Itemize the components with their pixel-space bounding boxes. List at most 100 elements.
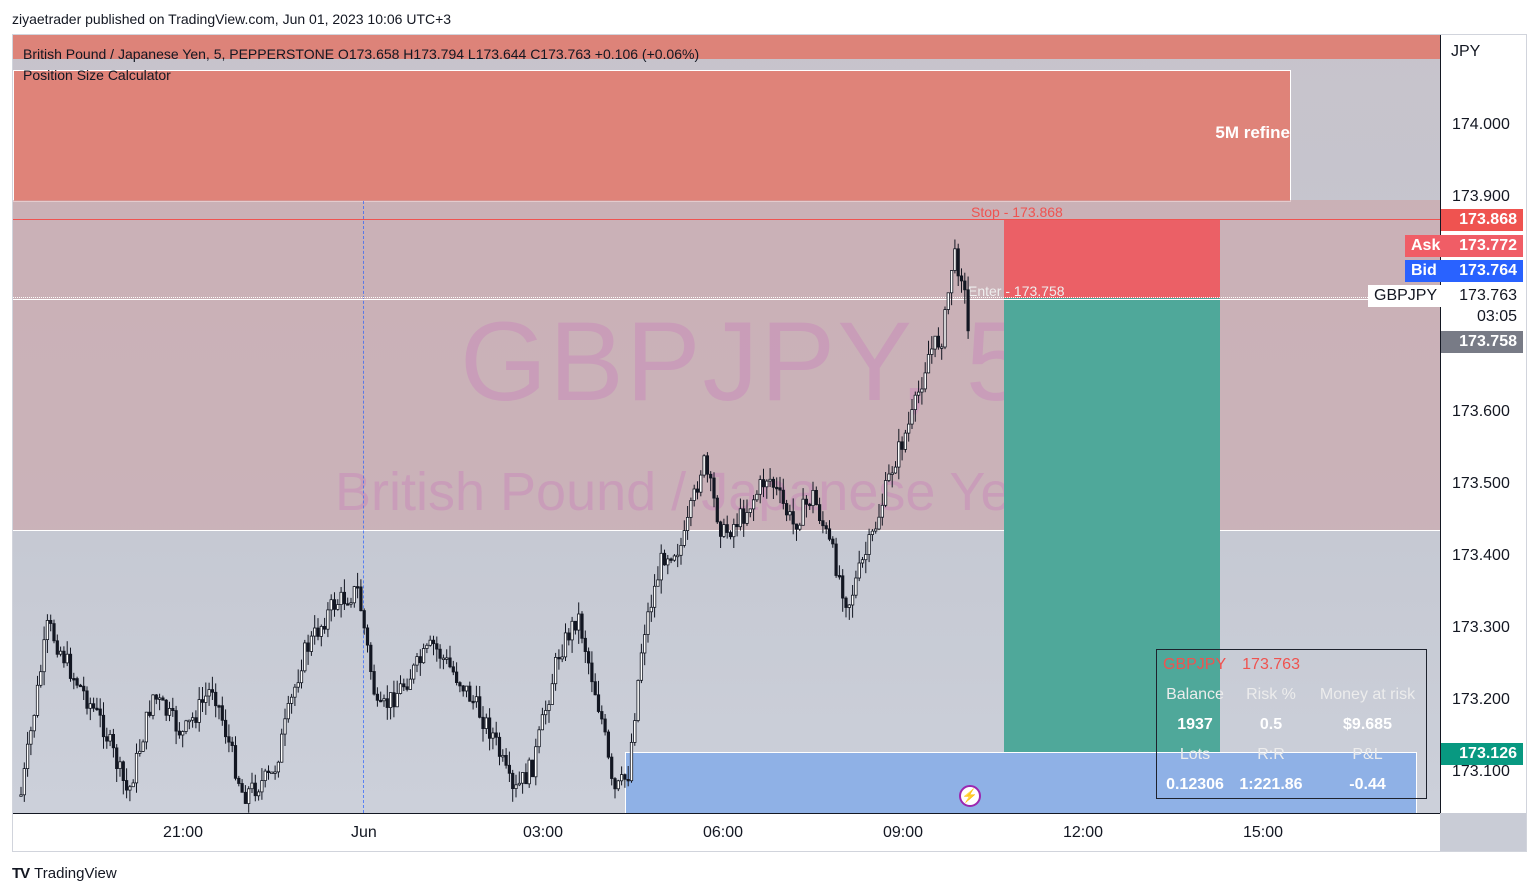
- candle: [458, 681, 462, 693]
- candle-body: [920, 388, 924, 393]
- stop-loss-box[interactable]: [1004, 219, 1220, 298]
- candle: [742, 499, 746, 537]
- candle-body: [933, 335, 937, 350]
- candle: [917, 380, 921, 404]
- supply-zone-top[interactable]: [13, 35, 1440, 59]
- candle-body: [926, 354, 931, 374]
- candle-body: [903, 432, 908, 450]
- candle: [587, 647, 591, 675]
- candle-body: [375, 693, 380, 701]
- refine-zone[interactable]: [13, 70, 1291, 202]
- candle: [775, 477, 779, 496]
- candle: [890, 466, 894, 488]
- candle-body: [270, 771, 274, 774]
- candle-body: [870, 530, 875, 536]
- candle-body: [237, 777, 241, 784]
- candle: [220, 696, 224, 726]
- time-axis[interactable]: 21:00 Jun 03:00 06:00 09:00 12:00 15:00: [13, 813, 1440, 851]
- candle-body: [563, 632, 568, 658]
- candle: [35, 675, 40, 718]
- candle: [880, 493, 884, 526]
- candle-body: [752, 499, 756, 510]
- candle: [375, 687, 380, 707]
- candle-body: [765, 480, 769, 488]
- candle-body: [907, 423, 911, 434]
- candle-body: [177, 730, 181, 736]
- candle-body: [676, 554, 680, 558]
- candle: [656, 566, 660, 587]
- price-tick: 173.600: [1452, 403, 1510, 420]
- candle-body: [910, 409, 914, 425]
- candle-body: [666, 558, 670, 566]
- entry-line[interactable]: [13, 297, 1440, 298]
- candle-body: [200, 699, 205, 703]
- candle-body: [834, 543, 838, 576]
- time-tick: 06:00: [703, 824, 744, 841]
- candle-body: [435, 643, 439, 650]
- candle: [732, 518, 736, 548]
- candle-body: [851, 594, 855, 606]
- candle-body: [547, 704, 551, 711]
- candle: [600, 705, 604, 725]
- chart-frame[interactable]: 5M refine GBPJPY, 5 British Pound / Japa…: [12, 34, 1527, 852]
- candle-body: [646, 611, 650, 635]
- candle: [719, 520, 723, 548]
- candle: [577, 602, 581, 644]
- candle: [926, 340, 931, 374]
- candle: [646, 602, 650, 643]
- stop-line[interactable]: [13, 219, 1440, 220]
- candle-body: [679, 544, 683, 556]
- candle: [336, 599, 340, 611]
- candle: [385, 685, 389, 720]
- candle: [181, 730, 185, 748]
- take-profit-box[interactable]: [1004, 298, 1220, 756]
- candle: [75, 676, 79, 689]
- candle: [659, 544, 663, 594]
- candle: [223, 709, 228, 744]
- candle-body: [577, 613, 581, 631]
- candle-body: [266, 770, 271, 773]
- candle-body: [583, 637, 587, 652]
- candle-body: [461, 685, 465, 692]
- candle: [461, 685, 465, 697]
- candle-body: [841, 575, 845, 599]
- chart-plot-area[interactable]: 5M refine GBPJPY, 5 British Pound / Japa…: [13, 35, 1440, 813]
- candle-body: [392, 692, 396, 708]
- candle: [705, 452, 710, 483]
- candlestick-series[interactable]: [13, 35, 1440, 813]
- candle-body: [636, 680, 640, 722]
- candle-body: [289, 696, 294, 704]
- lightning-icon[interactable]: ⚡: [959, 785, 981, 807]
- demand-zone[interactable]: [625, 752, 1417, 813]
- candle-body: [250, 782, 254, 790]
- candle-body: [220, 705, 224, 721]
- indicator-legend[interactable]: Position Size Calculator: [23, 67, 171, 83]
- candle-body: [148, 711, 152, 716]
- candle: [273, 765, 277, 780]
- candle: [171, 697, 175, 717]
- calc-rr: 1:221.86: [1239, 776, 1303, 793]
- price-axis[interactable]: JPY 174.000 173.900 173.600 173.500 173.…: [1368, 35, 1526, 813]
- candle-body: [256, 791, 261, 797]
- candle-body: [587, 651, 591, 664]
- candle-body: [560, 656, 564, 660]
- tradingview-brand[interactable]: TV TradingView: [12, 865, 117, 882]
- candle: [557, 649, 561, 670]
- price-tick: 173.400: [1452, 547, 1510, 564]
- candle-body: [814, 489, 818, 506]
- candle: [887, 464, 891, 483]
- candle-body: [247, 788, 251, 804]
- candle: [752, 495, 756, 521]
- symbol-legend[interactable]: British Pound / Japanese Yen, 5, PEPPERS…: [23, 46, 700, 62]
- candle: [596, 680, 601, 714]
- price-tick: 174.000: [1452, 116, 1510, 133]
- candle: [217, 704, 221, 720]
- candle-body: [283, 718, 287, 735]
- refine-zone-label: 5M refine: [1215, 123, 1290, 142]
- candle: [425, 643, 429, 654]
- candle: [329, 594, 333, 622]
- candle-body: [161, 697, 165, 701]
- candle-body: [319, 626, 323, 637]
- calc-risk: 0.5: [1259, 716, 1283, 733]
- candle: [471, 695, 475, 710]
